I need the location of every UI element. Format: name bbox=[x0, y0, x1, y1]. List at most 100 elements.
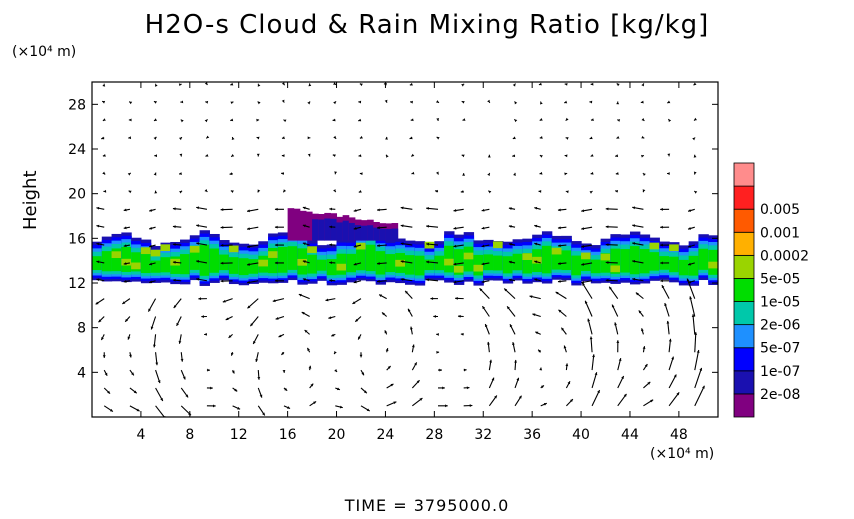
cloud-cell bbox=[522, 253, 533, 274]
wind-vector-head bbox=[133, 390, 137, 394]
wind-vector-head bbox=[597, 390, 600, 394]
wind-vector-head bbox=[207, 368, 210, 372]
wind-vector-head bbox=[605, 225, 609, 229]
wind-vector-head bbox=[247, 227, 250, 231]
wind-vector-head bbox=[534, 260, 538, 264]
wind-vector-head bbox=[581, 209, 585, 213]
cloud-cell bbox=[571, 255, 582, 276]
wind-vector-head bbox=[153, 344, 156, 348]
plot-frame bbox=[91, 81, 719, 418]
cloud-cell bbox=[365, 244, 377, 272]
y-tick-label: 28 bbox=[68, 97, 86, 113]
wind-vector-head bbox=[96, 278, 100, 282]
wind-vector-head bbox=[512, 342, 515, 345]
wind-vector-head bbox=[466, 386, 470, 390]
wind-vector-head bbox=[489, 359, 493, 363]
wind-vector-head bbox=[430, 297, 434, 301]
wind-vector-head bbox=[408, 308, 411, 312]
wind-vector-head bbox=[128, 136, 132, 140]
wind-vector-head bbox=[564, 100, 568, 104]
wind-vector bbox=[694, 367, 703, 389]
wind-vector-head bbox=[329, 225, 333, 229]
cloud-cell bbox=[228, 257, 240, 274]
y-tick-label: 12 bbox=[68, 276, 86, 292]
wind-vector-head bbox=[125, 318, 129, 322]
wind-vector-head bbox=[231, 137, 235, 140]
wind-vector-head bbox=[358, 154, 362, 158]
cloud-cell bbox=[160, 257, 171, 273]
wind-vector-head bbox=[439, 368, 442, 372]
wind-vector-head bbox=[481, 208, 485, 212]
cloud-core-cell bbox=[228, 245, 239, 253]
wind-vector-head bbox=[222, 299, 226, 303]
wind-vector-head bbox=[107, 390, 111, 394]
wind-vector-head bbox=[353, 262, 357, 266]
wind-vector-head bbox=[638, 310, 642, 314]
cloud-cell bbox=[111, 248, 122, 272]
wind-vector-head bbox=[339, 405, 343, 409]
cloud-cell bbox=[718, 237, 728, 277]
wind-vector-head bbox=[127, 172, 131, 176]
wind-vector-head bbox=[565, 190, 569, 194]
cloud-cell bbox=[551, 250, 563, 270]
wind-vector-head bbox=[400, 224, 404, 228]
wind-vector-head bbox=[461, 154, 465, 158]
wind-vector-head bbox=[131, 372, 134, 376]
cloud-cell bbox=[326, 259, 338, 276]
wind-vector-head bbox=[539, 155, 543, 158]
wind-vector bbox=[591, 389, 601, 407]
wind-vector-head bbox=[331, 333, 335, 337]
wind-vector-head bbox=[196, 277, 200, 281]
wind-vector-head bbox=[353, 209, 357, 212]
cloud-cell bbox=[581, 258, 592, 272]
x-axis-unit: (×10⁴ m) bbox=[650, 446, 715, 462]
wind-vector-head bbox=[154, 190, 158, 194]
wind-vector-head bbox=[172, 207, 176, 211]
wind-vector-head bbox=[333, 82, 337, 85]
cloud-core-cell bbox=[189, 245, 200, 253]
wind-vector-head bbox=[247, 305, 251, 309]
wind-vector-head bbox=[95, 301, 99, 305]
wind-vector-head bbox=[230, 352, 234, 356]
wind-vector-head bbox=[650, 399, 654, 403]
colorbar-swatch bbox=[733, 324, 755, 349]
wind-vector-head bbox=[230, 82, 234, 86]
x-tick-label: 24 bbox=[377, 427, 395, 443]
wind-vector-head bbox=[102, 171, 106, 175]
wind-vector bbox=[591, 354, 595, 371]
cloud-cell bbox=[405, 255, 416, 275]
cloud-cell bbox=[346, 253, 357, 273]
cloud-cell bbox=[385, 254, 396, 273]
colorbar-swatch bbox=[733, 393, 755, 418]
colorbar-label: 2e-08 bbox=[760, 387, 800, 403]
wind-vector-head bbox=[605, 278, 609, 282]
wind-vector-head bbox=[692, 137, 696, 141]
cloud-cell bbox=[150, 260, 162, 273]
colorbar-label: 0.0002 bbox=[760, 248, 809, 264]
wind-vector-head bbox=[611, 304, 615, 308]
wind-vector-head bbox=[123, 208, 127, 212]
x-tick-label: 8 bbox=[185, 427, 194, 443]
wind-vector-head bbox=[589, 136, 593, 140]
anvil-cell bbox=[305, 211, 313, 241]
wind-vector-head bbox=[196, 224, 200, 228]
wind-vector-head bbox=[103, 189, 107, 193]
wind-vector-head bbox=[283, 189, 287, 193]
wind-vector-head bbox=[617, 119, 621, 122]
wind-vector-head bbox=[205, 100, 209, 104]
wind-vector-head bbox=[487, 99, 490, 103]
wind-vector-head bbox=[565, 363, 569, 367]
wind-vector-head bbox=[272, 299, 276, 303]
wind-vector-head bbox=[660, 261, 663, 265]
x-tick-label: 32 bbox=[474, 427, 492, 443]
wind-vector-head bbox=[225, 317, 229, 321]
wind-vector-head bbox=[589, 100, 593, 104]
cloud-core-cell bbox=[140, 247, 151, 255]
wind-vector-head bbox=[102, 118, 106, 121]
wind-vector-head bbox=[409, 82, 413, 86]
wind-vector-head bbox=[160, 397, 163, 401]
wind-vector-head bbox=[204, 82, 208, 86]
wind-vector-head bbox=[302, 260, 306, 264]
wind-vector-head bbox=[153, 172, 157, 176]
